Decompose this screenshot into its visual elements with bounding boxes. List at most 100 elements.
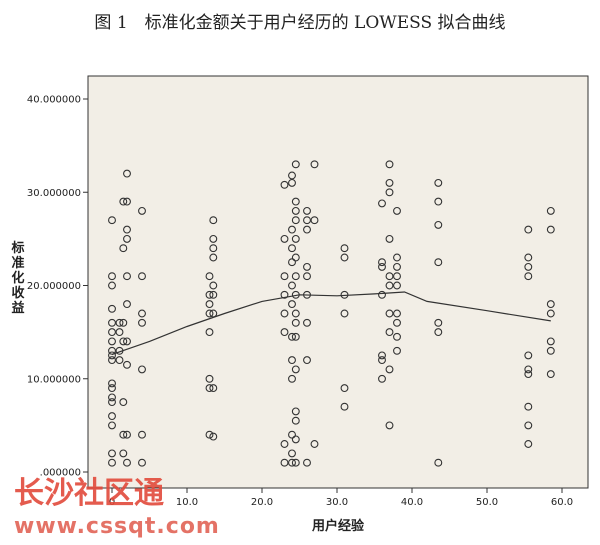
data-point <box>138 206 146 215</box>
data-point <box>205 290 214 299</box>
data-point <box>288 458 296 467</box>
data-point <box>524 421 533 430</box>
data-point <box>209 216 218 225</box>
x-tick-label: 50.0 <box>476 497 498 508</box>
data-point <box>108 449 116 458</box>
data-point <box>303 458 311 467</box>
watermark: 长沙社区通 www.cssqt.com <box>14 476 219 539</box>
data-point <box>288 225 296 234</box>
data-point <box>340 309 349 318</box>
data-point <box>119 197 128 206</box>
data-point <box>288 449 296 458</box>
data-point <box>209 281 218 290</box>
data-point <box>205 272 214 281</box>
data-point <box>108 318 116 327</box>
data-point <box>434 328 443 337</box>
data-point <box>385 365 394 374</box>
data-point <box>209 253 218 262</box>
data-point <box>108 337 116 346</box>
data-point <box>280 272 289 281</box>
data-point <box>123 272 131 281</box>
data-point <box>205 430 214 439</box>
data-point <box>393 281 401 290</box>
data-point <box>288 332 296 341</box>
y-tick-label: 40.000000 <box>27 95 81 106</box>
data-point <box>393 253 401 262</box>
data-point <box>303 206 311 215</box>
data-point <box>393 309 401 318</box>
data-point <box>291 197 300 206</box>
data-point <box>108 421 116 430</box>
data-point <box>108 458 116 467</box>
data-point <box>115 318 124 327</box>
data-point <box>123 360 131 369</box>
data-point <box>280 290 289 299</box>
data-point <box>546 370 555 379</box>
data-point <box>108 216 116 225</box>
y-tick-label: 30.000000 <box>27 188 81 199</box>
data-point <box>393 206 401 215</box>
data-point <box>524 262 533 271</box>
data-point <box>209 244 218 253</box>
data-point <box>291 318 300 327</box>
data-point <box>288 178 296 187</box>
data-point <box>291 458 300 467</box>
data-point <box>205 374 214 383</box>
data-point <box>123 458 131 467</box>
data-point <box>288 430 296 439</box>
data-point <box>209 384 218 393</box>
data-point <box>303 356 311 365</box>
data-point <box>119 398 128 407</box>
data-point <box>288 374 296 383</box>
data-point <box>108 272 116 281</box>
data-point <box>524 351 533 360</box>
data-point <box>393 272 401 281</box>
data-point <box>546 346 555 355</box>
data-point <box>434 318 443 327</box>
data-point <box>123 234 131 243</box>
data-point <box>291 365 300 374</box>
data-point <box>119 449 128 458</box>
chart-title: 图 1 标准化金额关于用户经历的 LOWESS 拟合曲线 <box>94 13 505 33</box>
data-point <box>119 244 128 253</box>
data-point <box>291 253 300 262</box>
data-point <box>123 169 131 178</box>
x-tick-label: 40.0 <box>401 497 423 508</box>
data-point <box>205 328 214 337</box>
data-point <box>524 272 533 281</box>
lowess-curve-group <box>111 291 551 356</box>
x-tick-label: 20.0 <box>251 497 273 508</box>
watermark-name: 长沙社区通 <box>14 476 164 511</box>
data-point <box>385 272 394 281</box>
data-point <box>280 458 289 467</box>
data-point <box>108 328 116 337</box>
data-point <box>303 318 311 327</box>
data-point <box>108 412 116 421</box>
data-point <box>123 197 131 206</box>
data-point <box>434 458 443 467</box>
data-point <box>393 318 401 327</box>
data-point <box>546 300 555 309</box>
data-point <box>280 180 289 189</box>
data-point <box>524 253 533 262</box>
data-point <box>138 365 146 374</box>
x-axis: 0 10.0 20.0 30.0 40.0 50.0 60.0 <box>109 488 573 508</box>
data-point <box>291 216 300 225</box>
data-point <box>280 328 289 337</box>
data-point <box>280 234 289 243</box>
data-point <box>291 435 300 444</box>
lowess-curve <box>111 291 551 356</box>
data-point <box>280 309 289 318</box>
data-point <box>119 337 128 346</box>
data-point <box>205 309 214 318</box>
data-point <box>108 393 116 402</box>
data-point <box>385 234 394 243</box>
data-point <box>385 309 394 318</box>
data-point <box>434 258 443 267</box>
data-point <box>288 281 296 290</box>
x-tick-label: 60.0 <box>551 497 573 508</box>
data-point <box>291 332 300 341</box>
data-point <box>385 178 394 187</box>
y-tick-label: 10.000000 <box>27 374 81 385</box>
